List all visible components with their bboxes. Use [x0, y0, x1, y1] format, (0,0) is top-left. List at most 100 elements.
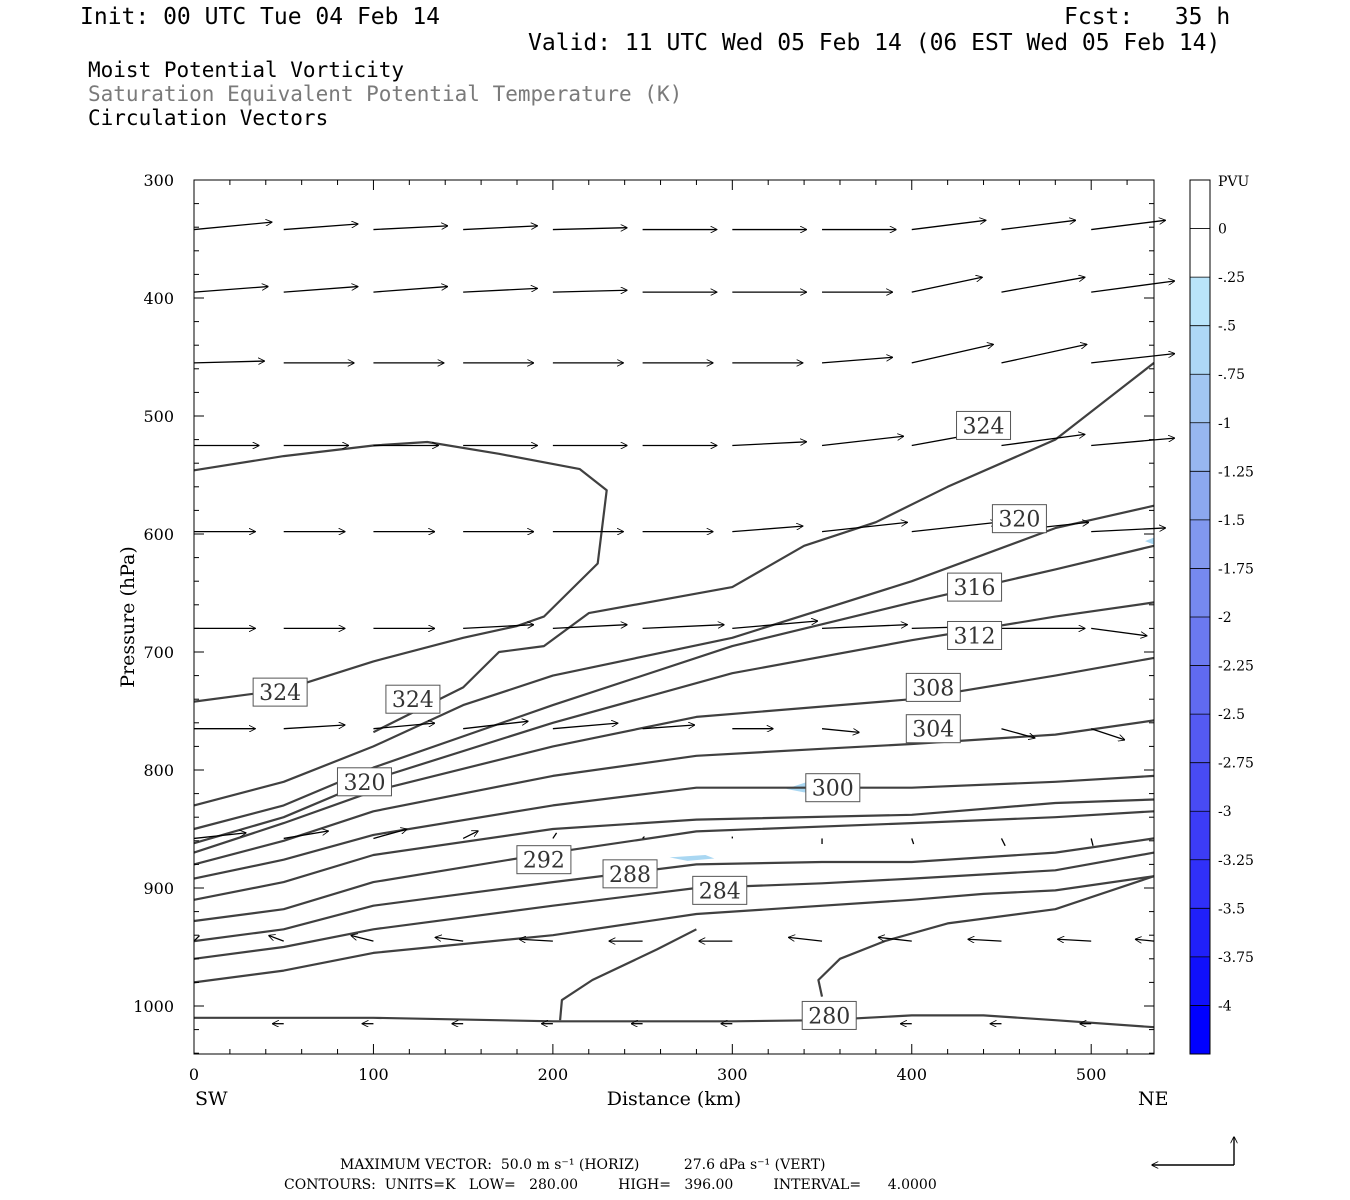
circulation-vector — [642, 836, 645, 839]
contour-label-284: 284 — [699, 879, 741, 904]
contour-label-box — [602, 859, 658, 889]
contour-label-box — [385, 684, 441, 714]
colorbar-label: -.5 — [1218, 319, 1236, 335]
circulation-vector — [283, 831, 328, 840]
max-vector-label: MAXIMUM VECTOR: — [340, 1157, 492, 1173]
circulation-vector — [821, 728, 859, 733]
circulation-vector — [462, 831, 478, 840]
colorbar-units: PVU — [1218, 174, 1250, 190]
circulation-vector — [283, 287, 358, 293]
valid-time: Valid: 11 UTC Wed 05 Feb 14 (06 EST Wed … — [528, 30, 1221, 56]
thetaes-contour-280-1 — [559, 928, 697, 1021]
colorbar-label: -4 — [1218, 998, 1232, 1014]
circulation-vector — [520, 939, 553, 941]
colorbar-label: -.25 — [1218, 270, 1245, 286]
colorbar-label: -1 — [1218, 416, 1232, 432]
y-tick-label: 1000 — [133, 997, 174, 1016]
contour-label-308: 308 — [912, 676, 954, 701]
contour-label-304: 304 — [912, 718, 954, 743]
circulation-vector — [283, 224, 358, 231]
circulation-vector — [351, 936, 374, 942]
circulation-vector — [463, 288, 537, 293]
thetaes-contour-280-0 — [194, 1014, 1155, 1029]
circulation-vector — [552, 625, 627, 630]
colorbar-label: -3 — [1218, 804, 1232, 820]
circulation-vector — [1136, 939, 1155, 941]
circulation-vector — [463, 226, 537, 231]
thetaes-contour-300-8 — [193, 774, 1155, 880]
thetaes-contour-284-4 — [193, 851, 1155, 960]
circulation-vector — [911, 522, 997, 533]
y-tick-label: 700 — [143, 643, 174, 662]
contour-label-box — [801, 1000, 857, 1030]
contour-label-320: 320 — [343, 771, 385, 796]
thetaes-contour-284-3 — [193, 875, 1155, 984]
thetaes-contour-320-13 — [193, 504, 1155, 807]
circulation-vector — [732, 526, 802, 533]
forecast-hour: Fcst: 35 h — [1064, 4, 1231, 30]
thetaes-contour-288-5 — [193, 837, 1155, 943]
x-tick-label: 400 — [896, 1065, 927, 1084]
contour-label-box — [991, 504, 1047, 534]
contour-label-324: 324 — [392, 688, 434, 713]
mpv-shade-2 — [1145, 537, 1154, 545]
circulation-vector — [1091, 354, 1174, 364]
colorbar-label: -3.25 — [1218, 853, 1254, 869]
circulation-vector — [193, 833, 246, 840]
circulation-vector — [789, 937, 823, 942]
thetaes-contour-292-6 — [193, 810, 1155, 923]
y-tick-label: 400 — [143, 289, 174, 308]
contour-info: CONTOURS: UNITS=K LOW= 280.00 HIGH= 396.… — [284, 1177, 937, 1193]
thetaes-contour-316-12 — [193, 544, 1155, 831]
y-tick-label: 500 — [143, 407, 174, 426]
circulation-vector — [463, 721, 528, 730]
contour-label-box — [692, 875, 748, 905]
colorbar-swatch — [1190, 519, 1210, 569]
mpv-shade-1 — [669, 854, 715, 861]
colorbar-swatch — [1190, 374, 1210, 424]
circulation-vector — [911, 838, 915, 845]
colorbar-swatch — [1190, 471, 1210, 521]
colorbar-swatch — [1190, 617, 1210, 666]
circulation-vector — [642, 625, 724, 630]
max-vector-horiz: 50.0 m s⁻¹ (HORIZ) — [500, 1157, 640, 1173]
circulation-vector — [878, 937, 912, 942]
contour-label-box — [252, 677, 308, 707]
circulation-vector — [1090, 728, 1124, 740]
circulation-vector — [821, 357, 892, 364]
circulation-vector — [1001, 220, 1075, 231]
thetaes-contour-312-11 — [193, 601, 1155, 845]
y-tick-label: 300 — [143, 171, 174, 190]
circulation-vector — [373, 723, 434, 730]
contour-label-box — [947, 620, 1003, 650]
circulation-vector — [1001, 277, 1084, 293]
circulation-vector — [911, 344, 993, 364]
circulation-vector — [1091, 438, 1174, 447]
circulation-vector — [1091, 220, 1165, 231]
left-end-label: SW — [195, 1088, 228, 1110]
circulation-vector — [552, 723, 618, 730]
contour-label-box — [905, 672, 961, 702]
x-tick-label: 500 — [1076, 1065, 1107, 1084]
colorbar-swatch — [1190, 908, 1210, 958]
circulation-vector — [373, 226, 447, 231]
colorbar-swatch — [1190, 568, 1210, 618]
circulation-vector — [642, 725, 695, 730]
circulation-vector — [1001, 434, 1084, 447]
contour-label-box — [905, 714, 961, 744]
y-tick-label: 900 — [143, 879, 174, 898]
colorbar-swatch — [1190, 228, 1210, 278]
thetaes-contour-308-10 — [193, 656, 1155, 854]
circulation-vector — [821, 436, 903, 447]
contour-label-280: 280 — [808, 1004, 850, 1029]
colorbar-swatch — [1190, 422, 1210, 472]
contour-label-box — [947, 572, 1003, 602]
field-title-vectors: Circulation Vectors — [88, 106, 329, 130]
contour-label-box — [956, 410, 1012, 440]
circulation-vector — [1001, 344, 1086, 364]
contour-label-316: 316 — [954, 576, 996, 601]
circulation-vector — [269, 936, 284, 942]
plot-frame — [193, 179, 1155, 1055]
colorbar-label: -2 — [1218, 610, 1232, 626]
colorbar-swatch — [1190, 277, 1210, 326]
